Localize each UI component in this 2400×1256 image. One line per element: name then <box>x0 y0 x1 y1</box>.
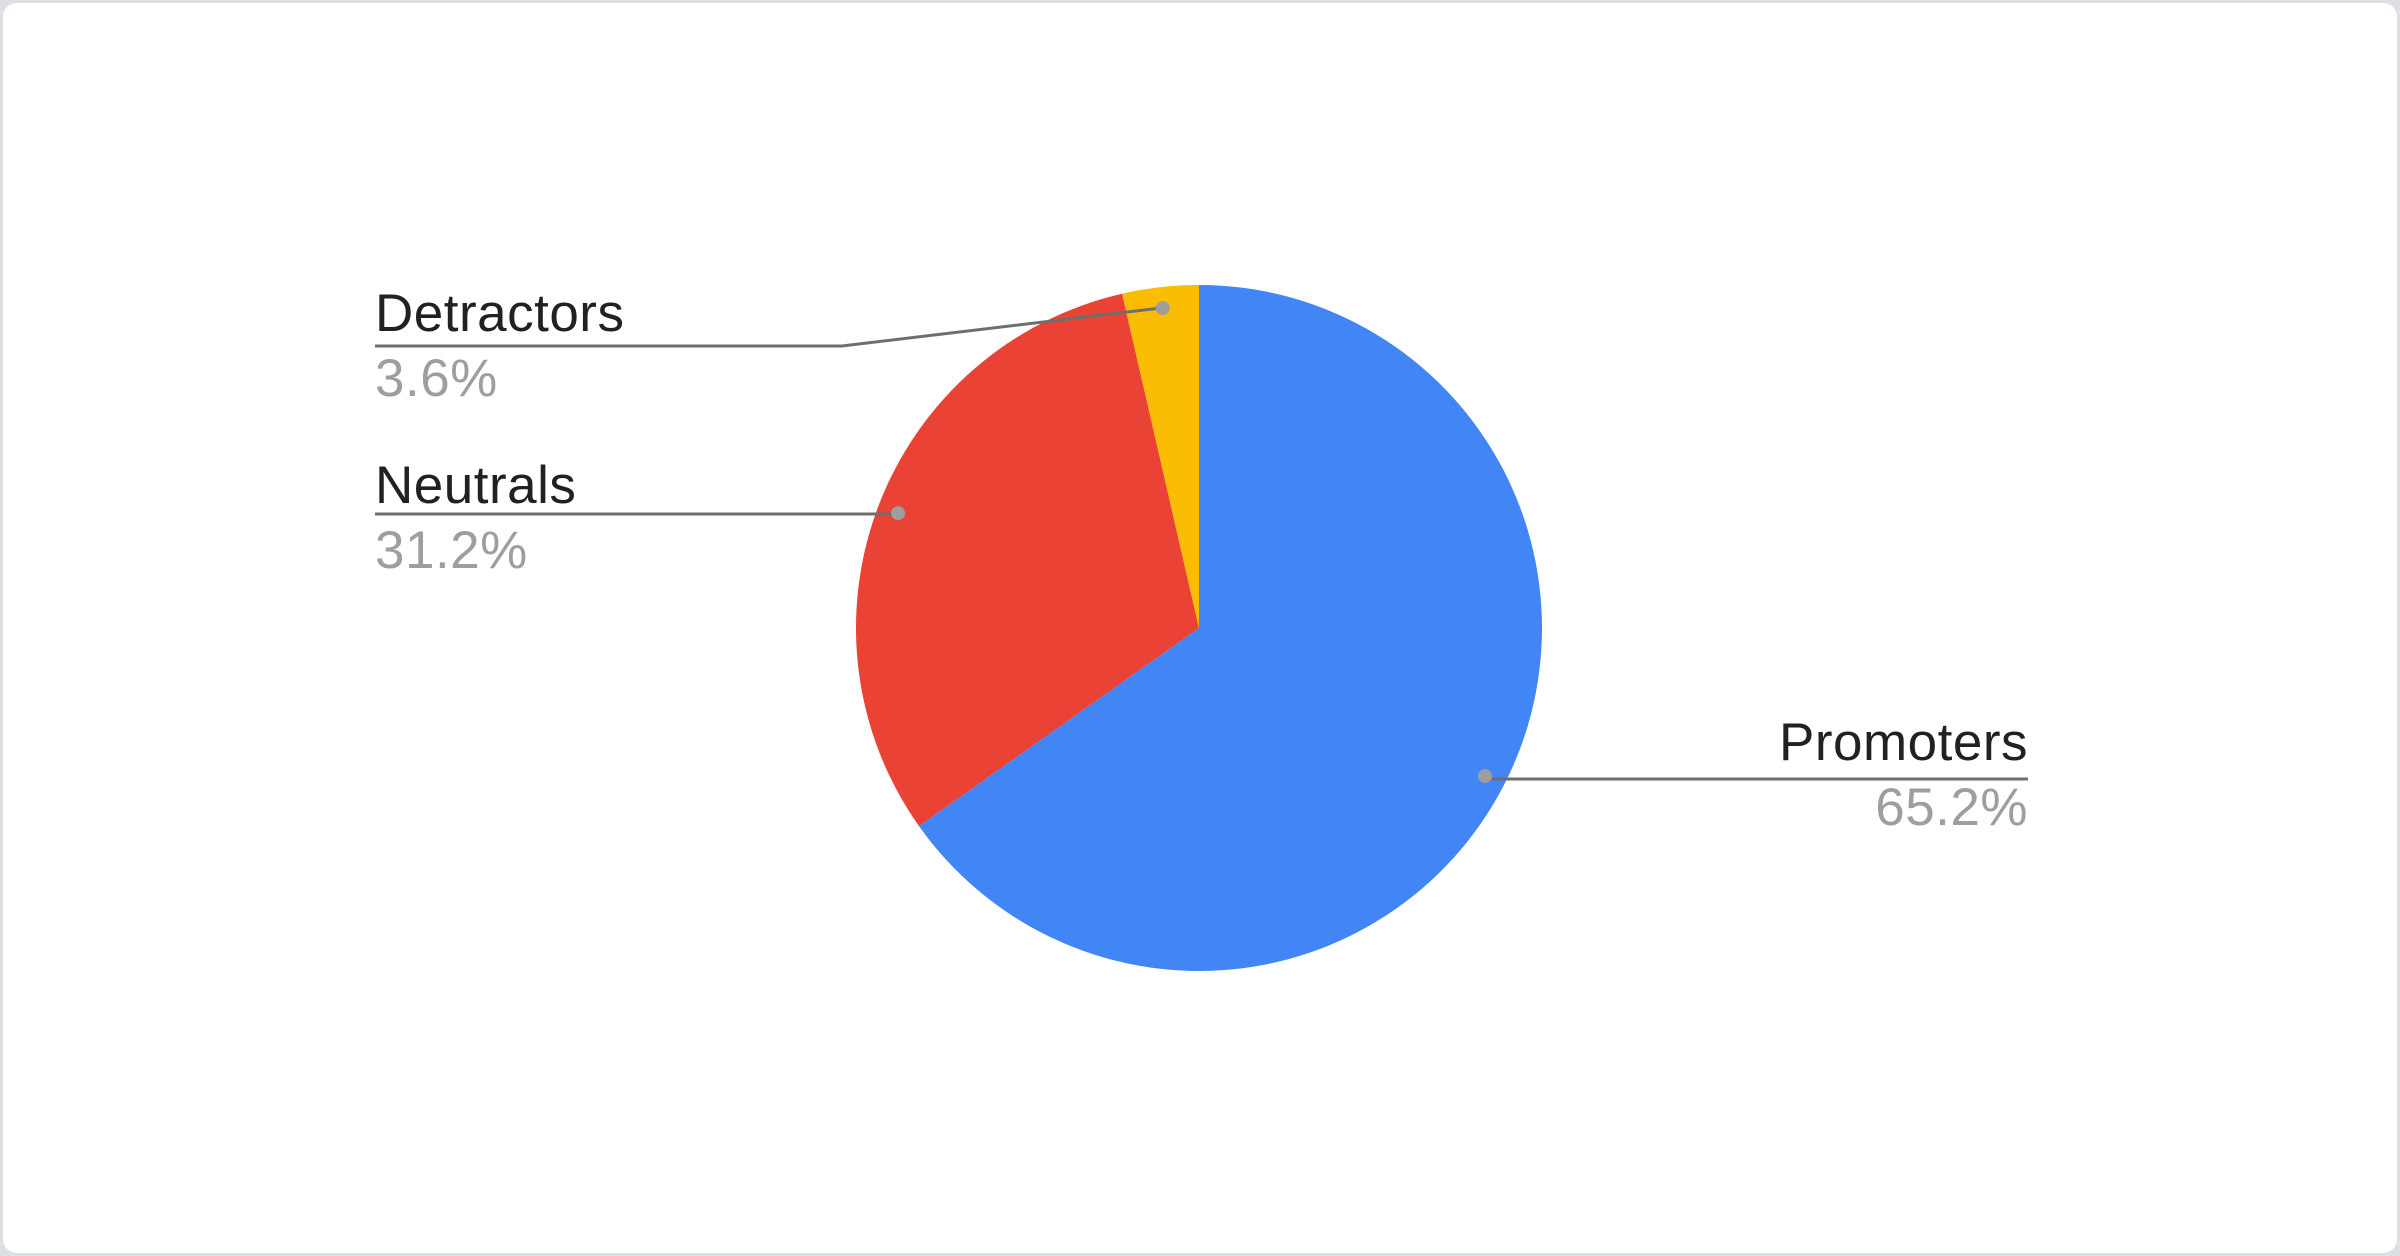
leader-line-detractors <box>375 306 1162 348</box>
slice-label-detractors: Detractors 3.6% <box>375 281 624 411</box>
leader-dot-neutrals <box>891 506 906 521</box>
slice-percent-detractors: 3.6% <box>375 349 498 408</box>
slice-percent-neutrals: 31.2% <box>375 521 528 580</box>
slice-name-detractors: Detractors <box>375 284 625 343</box>
slice-name-promoters: Promoters <box>1779 713 2028 772</box>
pie-slice-promoters[interactable] <box>919 285 1543 971</box>
pie-slice-neutrals[interactable] <box>855 293 1199 827</box>
slice-percent-promoters: 65.2% <box>1875 778 2028 837</box>
slice-label-neutrals: Neutrals 31.2% <box>375 453 576 583</box>
leader-dot-promoters <box>1478 769 1492 783</box>
slice-name-neutrals: Neutrals <box>375 456 577 515</box>
slice-label-promoters: Promoters 65.2% <box>1779 710 2028 840</box>
pie-slice-detractors[interactable] <box>1122 284 1199 628</box>
leader-dot-detractors <box>1155 301 1170 316</box>
